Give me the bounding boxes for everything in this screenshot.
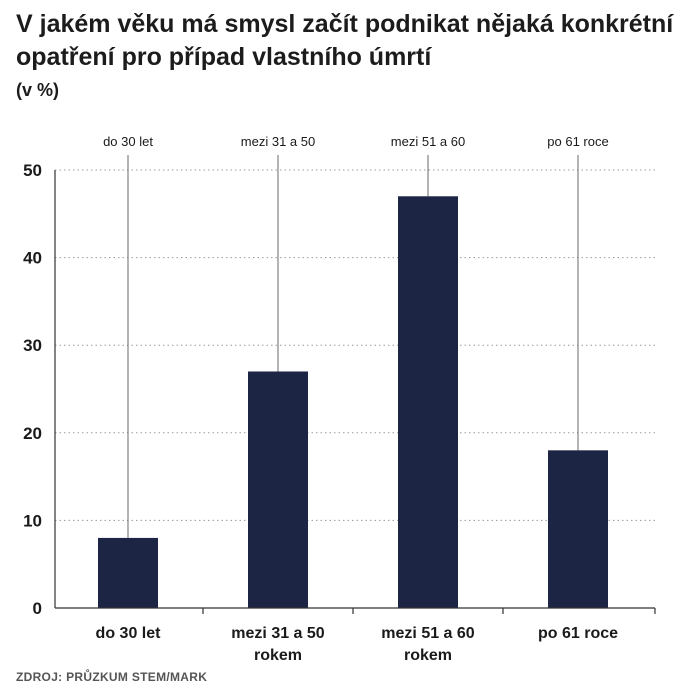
top-category-label: mezi 31 a 50 xyxy=(241,134,315,149)
x-category-label: mezi 51 a 60 xyxy=(381,625,475,642)
x-category-label: po 61 roce xyxy=(538,625,618,642)
x-category-label: do 30 let xyxy=(96,625,162,642)
bar xyxy=(548,450,608,608)
y-tick-label: 50 xyxy=(23,161,42,180)
top-category-label: mezi 51 a 60 xyxy=(391,134,465,149)
bar xyxy=(98,537,158,608)
y-tick-label: 30 xyxy=(23,336,42,355)
y-tick-label: 20 xyxy=(23,424,42,443)
source-note: ZDROJ: PRŮZKUM STEM/MARK xyxy=(16,670,208,684)
x-category-label: rokem xyxy=(254,647,302,664)
x-category-label: rokem xyxy=(404,647,452,664)
chart-title: V jakém věku má smysl začít podnikat něj… xyxy=(16,10,674,71)
top-category-label: po 61 roce xyxy=(547,134,608,149)
y-tick-label: 0 xyxy=(33,599,42,618)
bar-chart: 0 10 20 30 40 50 do 30 let mezi 31 a 50 mezi 51 … xyxy=(23,134,656,664)
y-tick-label: 10 xyxy=(23,511,42,530)
top-category-label: do 30 let xyxy=(103,134,153,149)
y-tick-label: 40 xyxy=(23,249,42,268)
x-category-label: mezi 31 a 50 xyxy=(231,625,325,642)
bar xyxy=(398,196,458,608)
bar xyxy=(248,371,308,608)
unit-label: (v %) xyxy=(16,80,60,100)
